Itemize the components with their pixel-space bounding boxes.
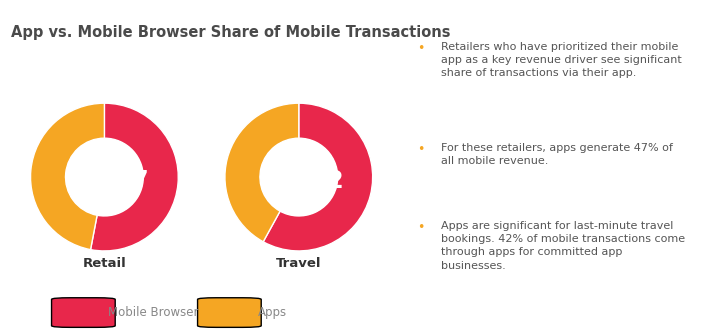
FancyBboxPatch shape (52, 298, 115, 327)
Wedge shape (30, 103, 104, 250)
Circle shape (66, 138, 143, 216)
Text: 42: 42 (310, 169, 344, 193)
Text: Apps are significant for last-minute travel
bookings. 42% of mobile transactions: Apps are significant for last-minute tra… (441, 221, 685, 271)
Text: Retail: Retail (83, 257, 126, 270)
Wedge shape (225, 103, 299, 242)
Text: Retailers who have prioritized their mobile
app as a key revenue driver see sign: Retailers who have prioritized their mob… (441, 41, 681, 78)
Circle shape (260, 138, 338, 216)
Wedge shape (264, 103, 373, 251)
Text: App vs. Mobile Browser Share of Mobile Transactions: App vs. Mobile Browser Share of Mobile T… (11, 25, 450, 40)
Text: Travel: Travel (276, 257, 322, 270)
Text: •: • (417, 143, 424, 156)
Text: •: • (417, 221, 424, 234)
Text: •: • (417, 41, 424, 55)
Text: Apps: Apps (258, 306, 287, 319)
FancyBboxPatch shape (197, 298, 261, 327)
Text: 47: 47 (115, 169, 150, 193)
Wedge shape (91, 103, 179, 251)
Text: Mobile Browser: Mobile Browser (108, 306, 198, 319)
Text: For these retailers, apps generate 47% of
all mobile revenue.: For these retailers, apps generate 47% o… (441, 143, 672, 166)
